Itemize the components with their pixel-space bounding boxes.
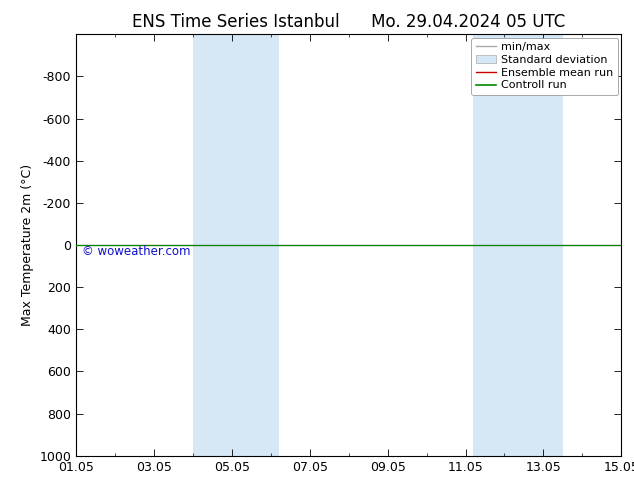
Legend: min/max, Standard deviation, Ensemble mean run, Controll run: min/max, Standard deviation, Ensemble me…: [471, 38, 618, 95]
Bar: [193, 34, 278, 456]
Bar: [474, 34, 563, 456]
Y-axis label: Max Temperature 2m (°C): Max Temperature 2m (°C): [21, 164, 34, 326]
Title: ENS Time Series Istanbul      Mo. 29.04.2024 05 UTC: ENS Time Series Istanbul Mo. 29.04.2024 …: [132, 13, 566, 31]
Text: © woweather.com: © woweather.com: [82, 245, 190, 258]
